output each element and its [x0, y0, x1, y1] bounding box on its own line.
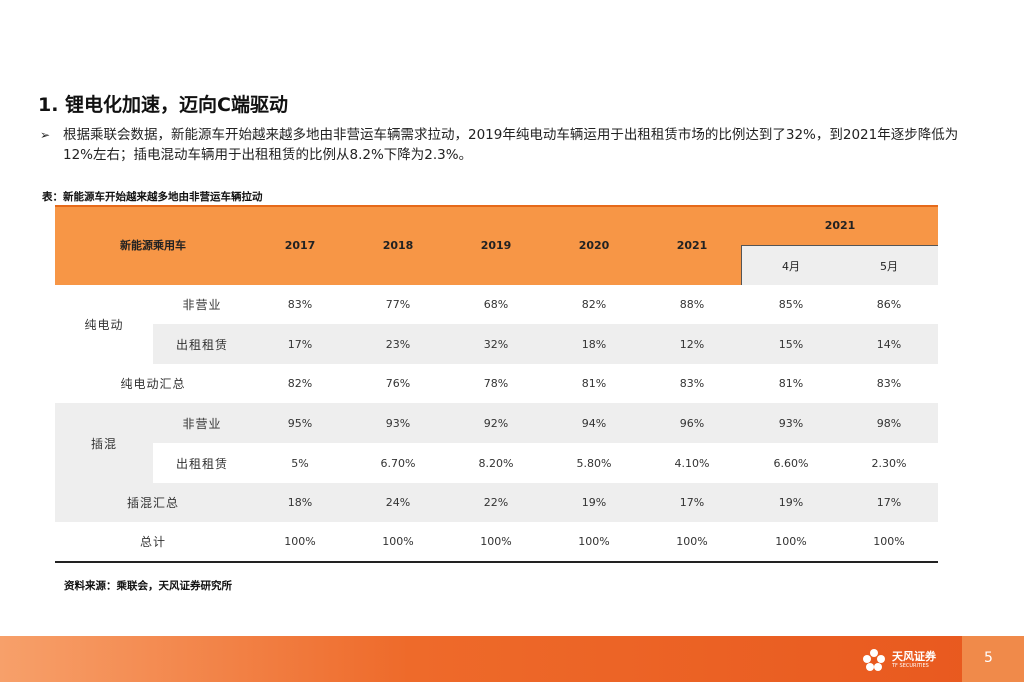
table-cell: 18%: [581, 337, 607, 351]
table-cell: 93%: [385, 416, 411, 430]
flower-logo-icon: [863, 649, 885, 671]
table-cell: 100%: [775, 535, 807, 548]
month-header: 4月: [782, 259, 800, 273]
row-stripe: [153, 324, 938, 364]
data-table: 新能源乘用车 2017 2018 2019 2020 2021 2021 4月 …: [55, 205, 938, 563]
row-stripe: [55, 443, 153, 483]
table-cell: 100%: [578, 535, 610, 548]
table-cell: 93%: [778, 416, 804, 430]
table-cell: 100%: [284, 535, 316, 548]
footer-band: [0, 636, 1024, 682]
logo-name: 天风证券: [892, 650, 936, 663]
row-label: 纯电动汇总: [120, 377, 186, 391]
table-cell: 14%: [876, 337, 902, 351]
table-cell: 77%: [385, 298, 411, 311]
year-header: 2017: [284, 238, 316, 252]
row-group-label: 纯电动: [84, 318, 124, 332]
logo-subtitle: TF SECURITIES: [892, 663, 929, 669]
group-header: 2021: [824, 218, 856, 232]
row-group-label: 插混: [90, 436, 117, 451]
table-cell: 6.60%: [773, 456, 809, 470]
table-cell: 82%: [287, 377, 313, 390]
table-cell: 85%: [778, 298, 804, 311]
group-underline: [742, 245, 938, 246]
page-number: 5: [984, 650, 993, 666]
table-cell: 76%: [385, 377, 411, 390]
table-cell: 83%: [876, 377, 902, 390]
table-cell: 86%: [876, 298, 902, 311]
table-cell: 88%: [679, 298, 705, 311]
row-stripe: [55, 483, 938, 522]
row-label: 总计: [139, 535, 166, 549]
table-cell: 17%: [287, 337, 313, 351]
table-cell: 92%: [483, 416, 509, 430]
table-cell: 81%: [778, 377, 804, 390]
table-cell: 83%: [679, 377, 705, 390]
table-cell: 82%: [581, 298, 607, 311]
year-header: 2018: [382, 238, 414, 252]
bullet-paragraph: ➢ 根据乘联会数据，新能源车开始越来越多地由非营运车辆需求拉动，2019年纯电动…: [40, 125, 970, 165]
table-cell: 5.80%: [576, 456, 612, 470]
table-cell: 24%: [385, 496, 411, 509]
bullet-arrow-icon: ➢: [40, 128, 51, 142]
table-cell: 96%: [679, 416, 705, 430]
table-cell: 81%: [581, 377, 607, 390]
table-cell: 2.30%: [871, 456, 907, 470]
table-cell: 19%: [778, 496, 804, 509]
table-bottom-rule: [55, 561, 938, 563]
month-header-bg: [742, 246, 938, 285]
table-cell: 32%: [483, 337, 509, 351]
table-cell: 12%: [679, 337, 705, 351]
row-label: 出租租赁: [175, 456, 228, 471]
table-cell: 19%: [581, 496, 607, 509]
table-cell: 18%: [287, 496, 313, 509]
year-header: 2019: [480, 238, 512, 252]
table-caption: 表：新能源车开始越来越多地由非营运车辆拉动: [42, 191, 263, 203]
table-cell: 8.20%: [478, 456, 514, 470]
table-cell: 100%: [382, 535, 414, 548]
table-cell: 94%: [581, 416, 607, 430]
corner-header: 新能源乘用车: [120, 239, 186, 252]
table-cell: 98%: [876, 416, 902, 430]
row-label: 出租租赁: [175, 337, 228, 352]
row-label: 非营业: [182, 416, 222, 431]
page-number-box: [962, 636, 1024, 682]
table-cell: 17%: [876, 496, 902, 509]
bullet-text: 根据乘联会数据，新能源车开始越来越多地由非营运车辆需求拉动，2019年纯电动车辆…: [63, 127, 959, 163]
table-cell: 15%: [778, 337, 804, 351]
table-cell: 5%: [291, 456, 309, 470]
row-stripe: [55, 403, 938, 443]
section-title: 1. 锂电化加速，迈向C端驱动: [38, 94, 288, 116]
table-cell: 100%: [480, 535, 512, 548]
company-logo: 天风证券 TF SECURITIES: [862, 648, 936, 672]
table-cell: 22%: [483, 496, 509, 509]
row-label: 插混汇总: [126, 496, 179, 510]
table-cell: 100%: [873, 535, 905, 548]
source-note: 资料来源：乘联会，天风证券研究所: [64, 580, 232, 592]
table-cell: 6.70%: [380, 456, 416, 470]
month-left-rule: [741, 245, 742, 285]
table-cell: 4.10%: [674, 456, 710, 470]
month-header: 5月: [880, 259, 898, 273]
year-header: 2020: [578, 238, 610, 252]
table-cell: 23%: [385, 337, 411, 351]
table-top-rule: [55, 205, 938, 207]
year-header: 2021: [676, 238, 708, 252]
table-cell: 78%: [483, 377, 509, 390]
table-cell: 100%: [676, 535, 708, 548]
table-cell: 95%: [287, 416, 313, 430]
table-cell: 68%: [483, 298, 509, 311]
table-cell: 17%: [679, 496, 705, 509]
table-cell: 83%: [287, 298, 313, 311]
row-label: 非营业: [182, 298, 222, 312]
